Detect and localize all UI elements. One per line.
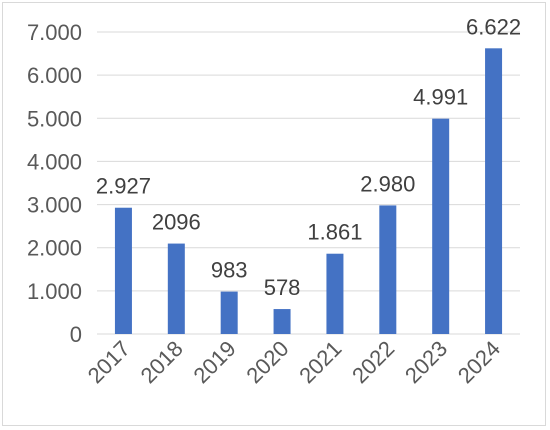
y-tick-label: 0 [70,322,82,347]
bar-2023 [432,118,450,334]
bar-2019 [220,291,238,334]
y-tick-label: 7.000 [27,20,82,45]
x-tick-label: 2021 [294,336,346,388]
bar-2018 [167,243,185,334]
x-tick-label: 2024 [453,336,505,388]
x-tick-label: 2018 [136,336,188,388]
data-label: 578 [264,275,301,300]
chart-frame [2,2,546,426]
bar-2022 [379,205,397,334]
x-tick-label: 2019 [188,336,240,388]
data-label: 2.927 [96,174,151,199]
y-tick-label: 1.000 [27,279,82,304]
data-label: 1.861 [307,220,362,245]
data-label: 2096 [152,210,201,235]
data-label: 4.991 [413,85,468,110]
y-tick-label: 4.000 [27,149,82,174]
y-tick-label: 3.000 [27,193,82,218]
data-label: 983 [211,258,248,283]
data-label: 2.980 [360,171,415,196]
y-tick-label: 6.000 [27,63,82,88]
x-tick-label: 2017 [83,336,135,388]
x-tick-label: 2020 [241,336,293,388]
y-tick-label: 2.000 [27,236,82,261]
bar-2017 [114,207,132,334]
x-tick-label: 2022 [347,336,399,388]
x-tick-label: 2023 [400,336,452,388]
data-label: 6.622 [466,14,521,39]
bar-2021 [326,253,344,334]
bar-2020 [273,309,291,334]
y-tick-label: 5.000 [27,106,82,131]
bar-2024 [485,48,503,335]
